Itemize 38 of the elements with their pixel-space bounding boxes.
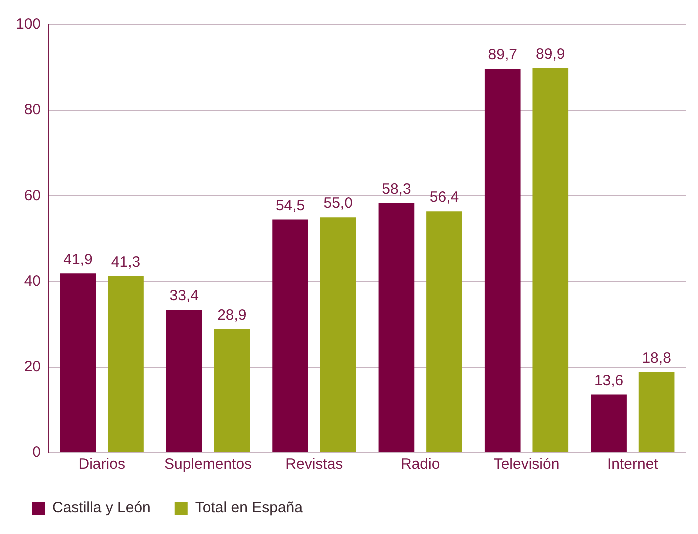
bar — [484, 69, 521, 452]
x-tick-label: Radio — [400, 456, 440, 474]
x-tick-label: Televisión — [494, 456, 560, 474]
bar — [60, 274, 96, 452]
data-label: 55,0 — [324, 195, 353, 212]
y-tick-label: 20 — [24, 358, 42, 376]
y-tick-label: 80 — [24, 102, 42, 119]
data-label: 89,7 — [488, 46, 518, 64]
legend-label: Castilla y León — [52, 500, 151, 517]
x-tick-label: Internet — [607, 456, 660, 474]
bar — [272, 220, 308, 452]
legend-label: Total en España — [195, 500, 304, 517]
y-tick-label: 100 — [16, 16, 42, 34]
y-tick-label: 60 — [24, 187, 42, 204]
bar — [214, 329, 250, 452]
data-label: 41,9 — [64, 251, 93, 268]
bar — [426, 212, 462, 452]
x-tick-label: Suplementos — [164, 456, 252, 474]
bar — [532, 68, 569, 452]
x-tick-label: Revistas — [286, 456, 344, 474]
bar — [591, 394, 627, 452]
bar — [638, 372, 675, 452]
data-label: 58,3 — [382, 181, 412, 198]
data-label: 28,9 — [218, 306, 247, 324]
bar — [166, 310, 202, 452]
data-label: 89,9 — [536, 46, 566, 63]
data-label: 54,5 — [276, 197, 306, 214]
data-label: 18,8 — [642, 350, 672, 368]
bar — [378, 203, 415, 452]
y-tick-label: 40 — [24, 272, 42, 290]
x-tick-label: Diarios — [78, 456, 126, 474]
y-tick-label: 0 — [32, 444, 42, 462]
bar — [320, 218, 356, 452]
data-label: 41,3 — [111, 254, 141, 271]
bar — [108, 276, 144, 452]
data-label: 56,4 — [430, 189, 460, 206]
data-label: 33,4 — [170, 288, 199, 305]
data-label: 13,6 — [594, 372, 624, 390]
